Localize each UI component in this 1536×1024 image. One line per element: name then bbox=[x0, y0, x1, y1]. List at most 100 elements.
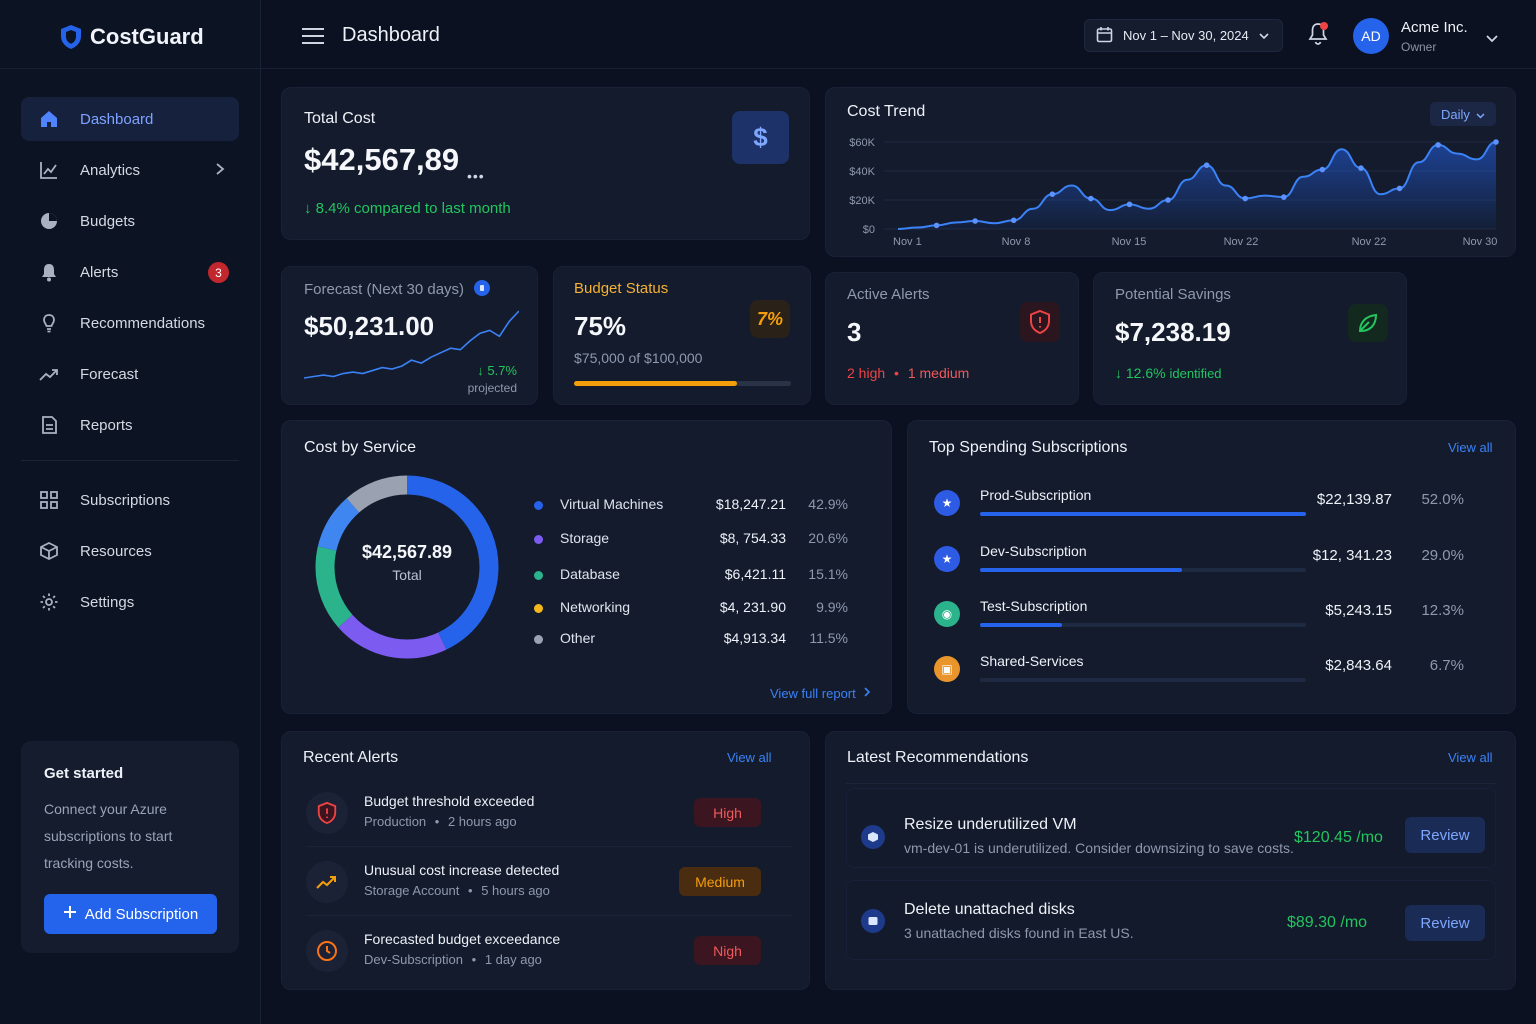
granularity-dropdown[interactable]: Daily bbox=[1430, 102, 1496, 126]
review-button[interactable]: Review bbox=[1405, 905, 1485, 941]
sidebar-item-label: Resources bbox=[80, 542, 152, 560]
sidebar-item-label: Analytics bbox=[80, 161, 141, 179]
forecast-sparkline bbox=[304, 310, 519, 379]
header-divider bbox=[846, 783, 1496, 784]
alert-time: 5 hours ago bbox=[481, 883, 550, 898]
recommendation-savings: $120.45 /mo bbox=[1294, 829, 1383, 846]
total-cost-card: Total Cost $42,567,89 ••• ↓ 8.4% compare… bbox=[281, 87, 810, 240]
legend-swatch bbox=[534, 635, 543, 644]
potential-savings-card: Potential Savings $7,238.19 ↓ 12.6% iden… bbox=[1093, 272, 1407, 405]
trend-area bbox=[898, 142, 1496, 229]
service-amount: $4, 231.90 bbox=[719, 599, 786, 615]
get-started-panel: Get started Connect your Azure subscript… bbox=[21, 741, 239, 953]
cube-icon bbox=[861, 825, 885, 849]
flask-icon: ◉ bbox=[934, 601, 960, 627]
hamburger-menu-icon[interactable] bbox=[302, 28, 324, 49]
recommendation-row[interactable]: Delete unattached disks 3 unattached dis… bbox=[846, 880, 1496, 960]
service-amount: $8, 754.33 bbox=[719, 530, 786, 546]
x-tick-label: Nov 8 bbox=[1002, 236, 1031, 248]
sidebar-item-dashboard[interactable]: Dashboard bbox=[21, 97, 239, 141]
row-divider bbox=[306, 915, 792, 916]
logo[interactable]: CostGuard bbox=[60, 24, 204, 50]
sidebar-item-settings[interactable]: Settings bbox=[21, 580, 239, 624]
view-all-alerts-link[interactable]: View all bbox=[727, 750, 772, 765]
subscription-row[interactable]: ★ Dev-Subscription $12, 341.23 29.0% bbox=[934, 543, 1464, 593]
org-name[interactable]: Acme Inc. bbox=[1401, 19, 1468, 36]
view-all-subscriptions-link[interactable]: View all bbox=[1448, 440, 1493, 455]
donut-slice bbox=[315, 475, 499, 659]
high-alerts-count: 2 high bbox=[847, 365, 886, 381]
alert-row[interactable]: Forecasted budget exceedance Dev-Subscri… bbox=[306, 930, 792, 992]
sidebar-item-analytics[interactable]: Analytics bbox=[21, 148, 239, 192]
service-legend-row: Virtual Machines $18,247.21 42.9% bbox=[534, 495, 850, 529]
more-options-icon[interactable]: ••• bbox=[467, 168, 485, 184]
sidebar-item-budgets[interactable]: Budgets bbox=[21, 199, 239, 243]
sidebar-item-label: Recommendations bbox=[80, 314, 206, 332]
view-full-report-label: View full report bbox=[770, 685, 856, 701]
cube-icon bbox=[39, 541, 59, 561]
subscription-name: Dev-Subscription bbox=[980, 543, 1087, 559]
budget-status-card: Budget Status 75% $75,000 of $100,000 7% bbox=[553, 266, 811, 405]
potential-savings-change: ↓ 12.6% identified bbox=[1115, 365, 1222, 381]
granularity-value: Daily bbox=[1441, 106, 1470, 122]
y-tick-label: $60K bbox=[849, 137, 875, 149]
chevron-down-icon bbox=[1259, 28, 1269, 43]
lightbulb-icon bbox=[39, 313, 59, 333]
service-percent: 20.6% bbox=[808, 530, 848, 546]
recommendation-row[interactable]: Resize underutilized VM vm-dev-01 is und… bbox=[846, 788, 1496, 868]
forecast-change-value: 5.7% bbox=[487, 363, 517, 378]
row-divider bbox=[306, 846, 792, 847]
chart-icon bbox=[39, 160, 59, 180]
subscription-bar-fill bbox=[980, 623, 1062, 627]
subscription-name: Prod-Subscription bbox=[980, 487, 1092, 503]
subscription-row[interactable]: ◉ Test-Subscription $5,243.15 12.3% bbox=[934, 598, 1464, 648]
sidebar-item-forecast[interactable]: Forecast bbox=[21, 352, 239, 396]
trend-point bbox=[1088, 195, 1094, 202]
add-subscription-button[interactable]: Add Subscription bbox=[44, 894, 217, 934]
notification-indicator bbox=[1320, 22, 1328, 30]
trend-point bbox=[1242, 195, 1249, 202]
recommendations-title: Latest Recommendations bbox=[847, 749, 1029, 766]
chevron-down-icon[interactable] bbox=[1486, 30, 1498, 48]
avatar[interactable]: AD bbox=[1353, 18, 1389, 54]
budget-progress-fill bbox=[574, 381, 737, 386]
date-range-value: Nov 1 – Nov 30, 2024 bbox=[1123, 28, 1249, 43]
forecast-card: Forecast (Next 30 days) $50,231.00 ↓ 5.7… bbox=[281, 266, 538, 405]
subscription-row[interactable]: ★ Prod-Subscription $22,139.87 52.0% bbox=[934, 487, 1464, 537]
alerts-count-badge: 3 bbox=[208, 262, 229, 283]
shield-logo-icon bbox=[61, 25, 81, 49]
cost-trend-card: Cost Trend Daily $0 $20K $40K $60K Nov 1 Nov … bbox=[825, 87, 1516, 257]
alert-row[interactable]: Unusual cost increase detected Storage A… bbox=[306, 861, 792, 923]
active-alerts-card: Active Alerts 3 2 high • 1 medium bbox=[825, 272, 1079, 405]
view-full-report-link[interactable]: View full report bbox=[770, 684, 870, 702]
service-amount: $6,421.11 bbox=[724, 566, 786, 582]
forecast-value: $50,231.00 bbox=[304, 311, 435, 341]
trend-point bbox=[1358, 165, 1364, 171]
date-range-picker[interactable]: Nov 1 – Nov 30, 2024 bbox=[1084, 19, 1283, 52]
star-icon: ★ bbox=[934, 546, 960, 572]
active-alerts-value: 3 bbox=[847, 317, 862, 347]
alert-time: 2 hours ago bbox=[447, 814, 517, 829]
get-started-text: Connect your Azure subscriptions to star… bbox=[44, 801, 173, 871]
sidebar-item-subscriptions[interactable]: Subscriptions bbox=[21, 478, 239, 522]
info-icon[interactable] bbox=[474, 280, 491, 296]
alert-source: Dev-Subscription bbox=[364, 952, 463, 967]
subscription-percent: 52.0% bbox=[1421, 491, 1464, 508]
trend-point bbox=[972, 218, 978, 224]
review-button[interactable]: Review bbox=[1405, 817, 1485, 853]
forecast-label-text: Forecast (Next 30 days) bbox=[304, 281, 465, 298]
alert-row[interactable]: Budget threshold exceeded Production • 2… bbox=[306, 792, 792, 854]
sidebar: CostGuard Dashboard Analytics Budgets bbox=[0, 0, 261, 1024]
service-legend-row: Other $4,913.34 11.5% bbox=[534, 629, 850, 663]
sidebar-item-reports[interactable]: Reports bbox=[21, 403, 239, 447]
calendar-icon bbox=[1096, 26, 1113, 46]
view-all-recommendations-link[interactable]: View all bbox=[1448, 750, 1493, 765]
sidebar-item-resources[interactable]: Resources bbox=[21, 529, 239, 573]
y-tick-label: $20K bbox=[849, 195, 875, 207]
sidebar-item-label: Budgets bbox=[80, 212, 136, 230]
pie-icon bbox=[39, 211, 59, 231]
sidebar-item-recommendations[interactable]: Recommendations bbox=[21, 301, 239, 345]
subscription-row[interactable]: ▣ Shared-Services $2,843.64 6.7% bbox=[934, 653, 1464, 703]
sidebar-item-alerts[interactable]: Alerts 3 bbox=[21, 250, 239, 294]
subscription-bar-track bbox=[980, 512, 1306, 516]
